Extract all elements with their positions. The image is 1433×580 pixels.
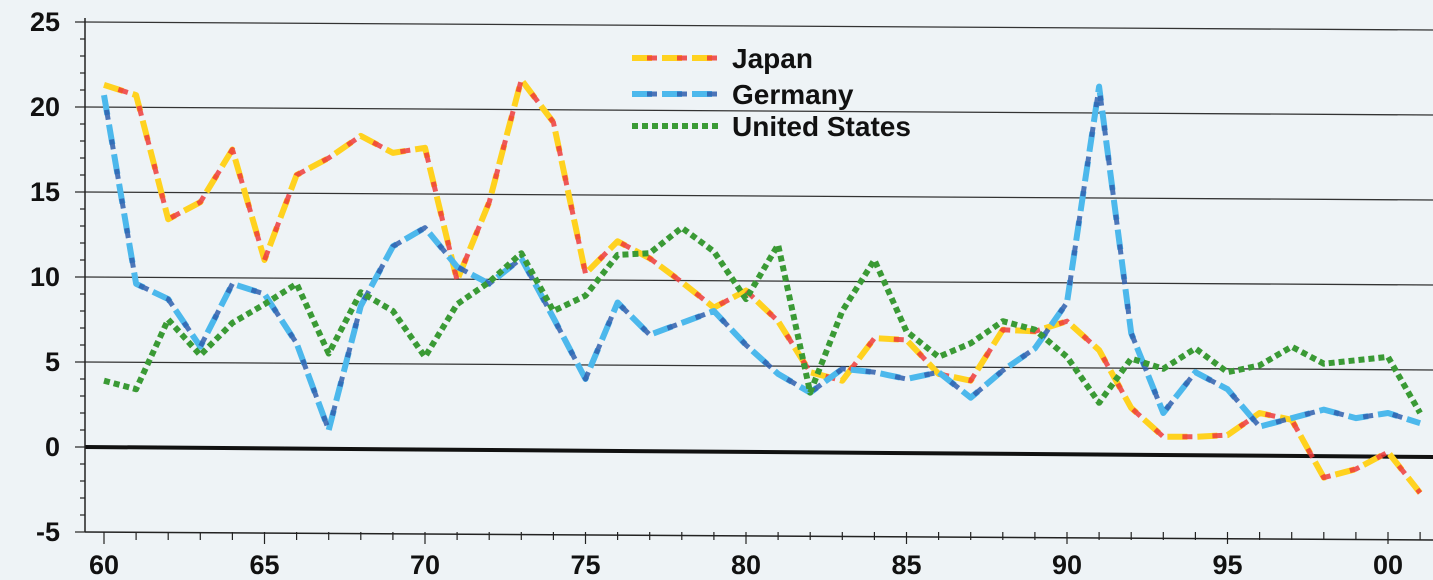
x-tick-label: 00: [1373, 550, 1403, 580]
gridline: [84, 361, 1433, 371]
y-tick-label: 20: [30, 92, 60, 122]
y-tick-label: -5: [36, 517, 60, 547]
series-line-2: [103, 224, 1423, 415]
x-axis: [84, 531, 1433, 541]
x-tick-label: 65: [249, 550, 279, 580]
gridline: [84, 21, 1433, 31]
gridline: [84, 106, 1433, 116]
gridline: [84, 191, 1433, 201]
x-tick-label: 80: [731, 550, 761, 580]
series-line-1: [101, 83, 1422, 433]
y-tick-label: 0: [45, 432, 60, 462]
x-tick-label: 85: [891, 550, 921, 580]
series-line-accent-0: [103, 77, 1423, 495]
y-tick-label: 5: [45, 347, 60, 377]
gridline: [84, 276, 1433, 286]
legend-label: Germany: [732, 79, 854, 110]
x-tick-label: 75: [570, 550, 600, 580]
x-tick-label: 95: [1212, 550, 1242, 580]
y-tick-label: 10: [30, 262, 60, 292]
legend-label: Japan: [732, 43, 813, 74]
legend-label: United States: [732, 111, 911, 142]
x-tick-label: 90: [1052, 550, 1082, 580]
x-tick-label: 70: [410, 550, 440, 580]
y-tick-label: 15: [30, 177, 60, 207]
x-tick-label: 60: [89, 550, 119, 580]
zero-line: [84, 445, 1433, 459]
y-tick-label: 25: [30, 7, 60, 37]
